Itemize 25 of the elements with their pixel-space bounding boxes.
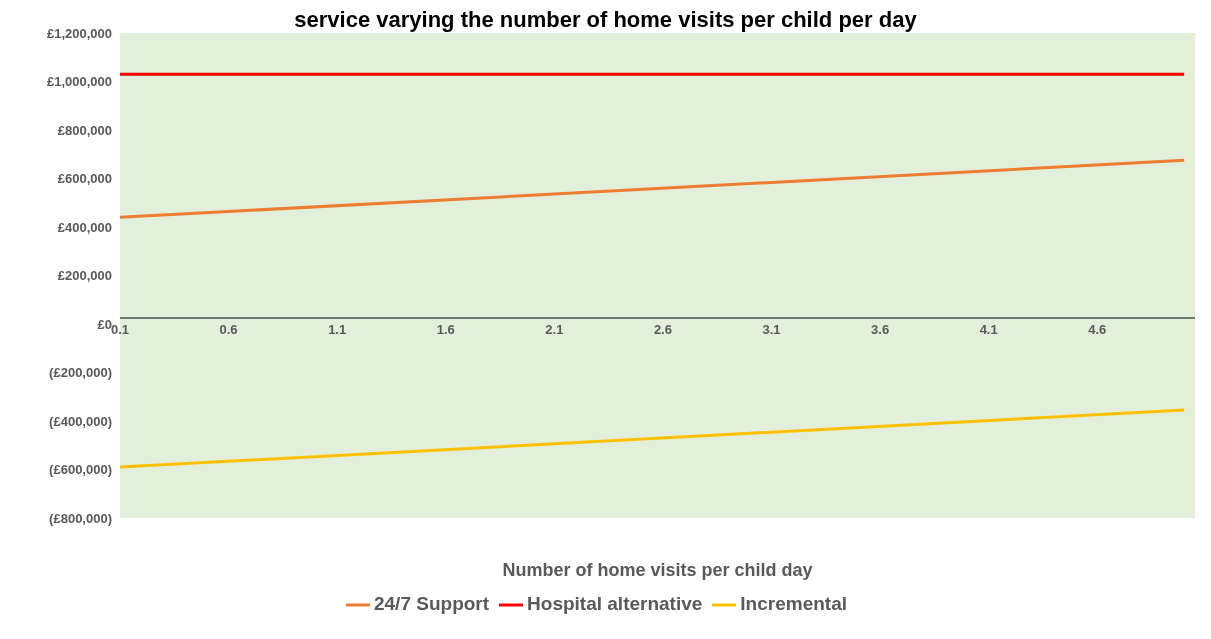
- y-tick-label: (£600,000): [49, 462, 112, 478]
- y-tick-label: £400,000: [57, 219, 112, 235]
- y-tick-label: £200,000: [57, 268, 112, 284]
- y-tick-label: £1,000,000: [46, 74, 112, 90]
- x-tick-label: 2.6: [653, 322, 672, 337]
- x-tick-label: 1.1: [328, 322, 347, 337]
- chart-title: service varying the number of home visits per child per day: [294, 7, 917, 32]
- y-tick-label: (£400,000): [49, 413, 112, 429]
- x-tick-label: 3.1: [762, 322, 781, 337]
- y-tick-label: (£800,000): [49, 510, 112, 526]
- y-tick-label: £600,000: [57, 171, 112, 187]
- x-tick-label: 0.6: [219, 322, 238, 337]
- y-tick-label: (£200,000): [49, 365, 112, 381]
- x-tick-label: 1.6: [436, 322, 455, 337]
- x-tick-label: 2.1: [545, 322, 564, 337]
- x-tick-label: 4.1: [979, 322, 998, 337]
- legend-label: Incremental: [740, 593, 847, 615]
- y-tick-label: £800,000: [57, 122, 112, 138]
- legend-label: 24/7 Support: [373, 593, 490, 615]
- y-tick-label: £0: [97, 316, 112, 332]
- legend-label: Hospital alternative: [527, 593, 703, 615]
- y-tick-label: £1,200,000: [46, 25, 112, 41]
- x-axis-title: Number of home visits per child day: [502, 560, 813, 580]
- x-tick-label: 3.6: [871, 322, 890, 337]
- x-tick-label: 4.6: [1088, 322, 1107, 337]
